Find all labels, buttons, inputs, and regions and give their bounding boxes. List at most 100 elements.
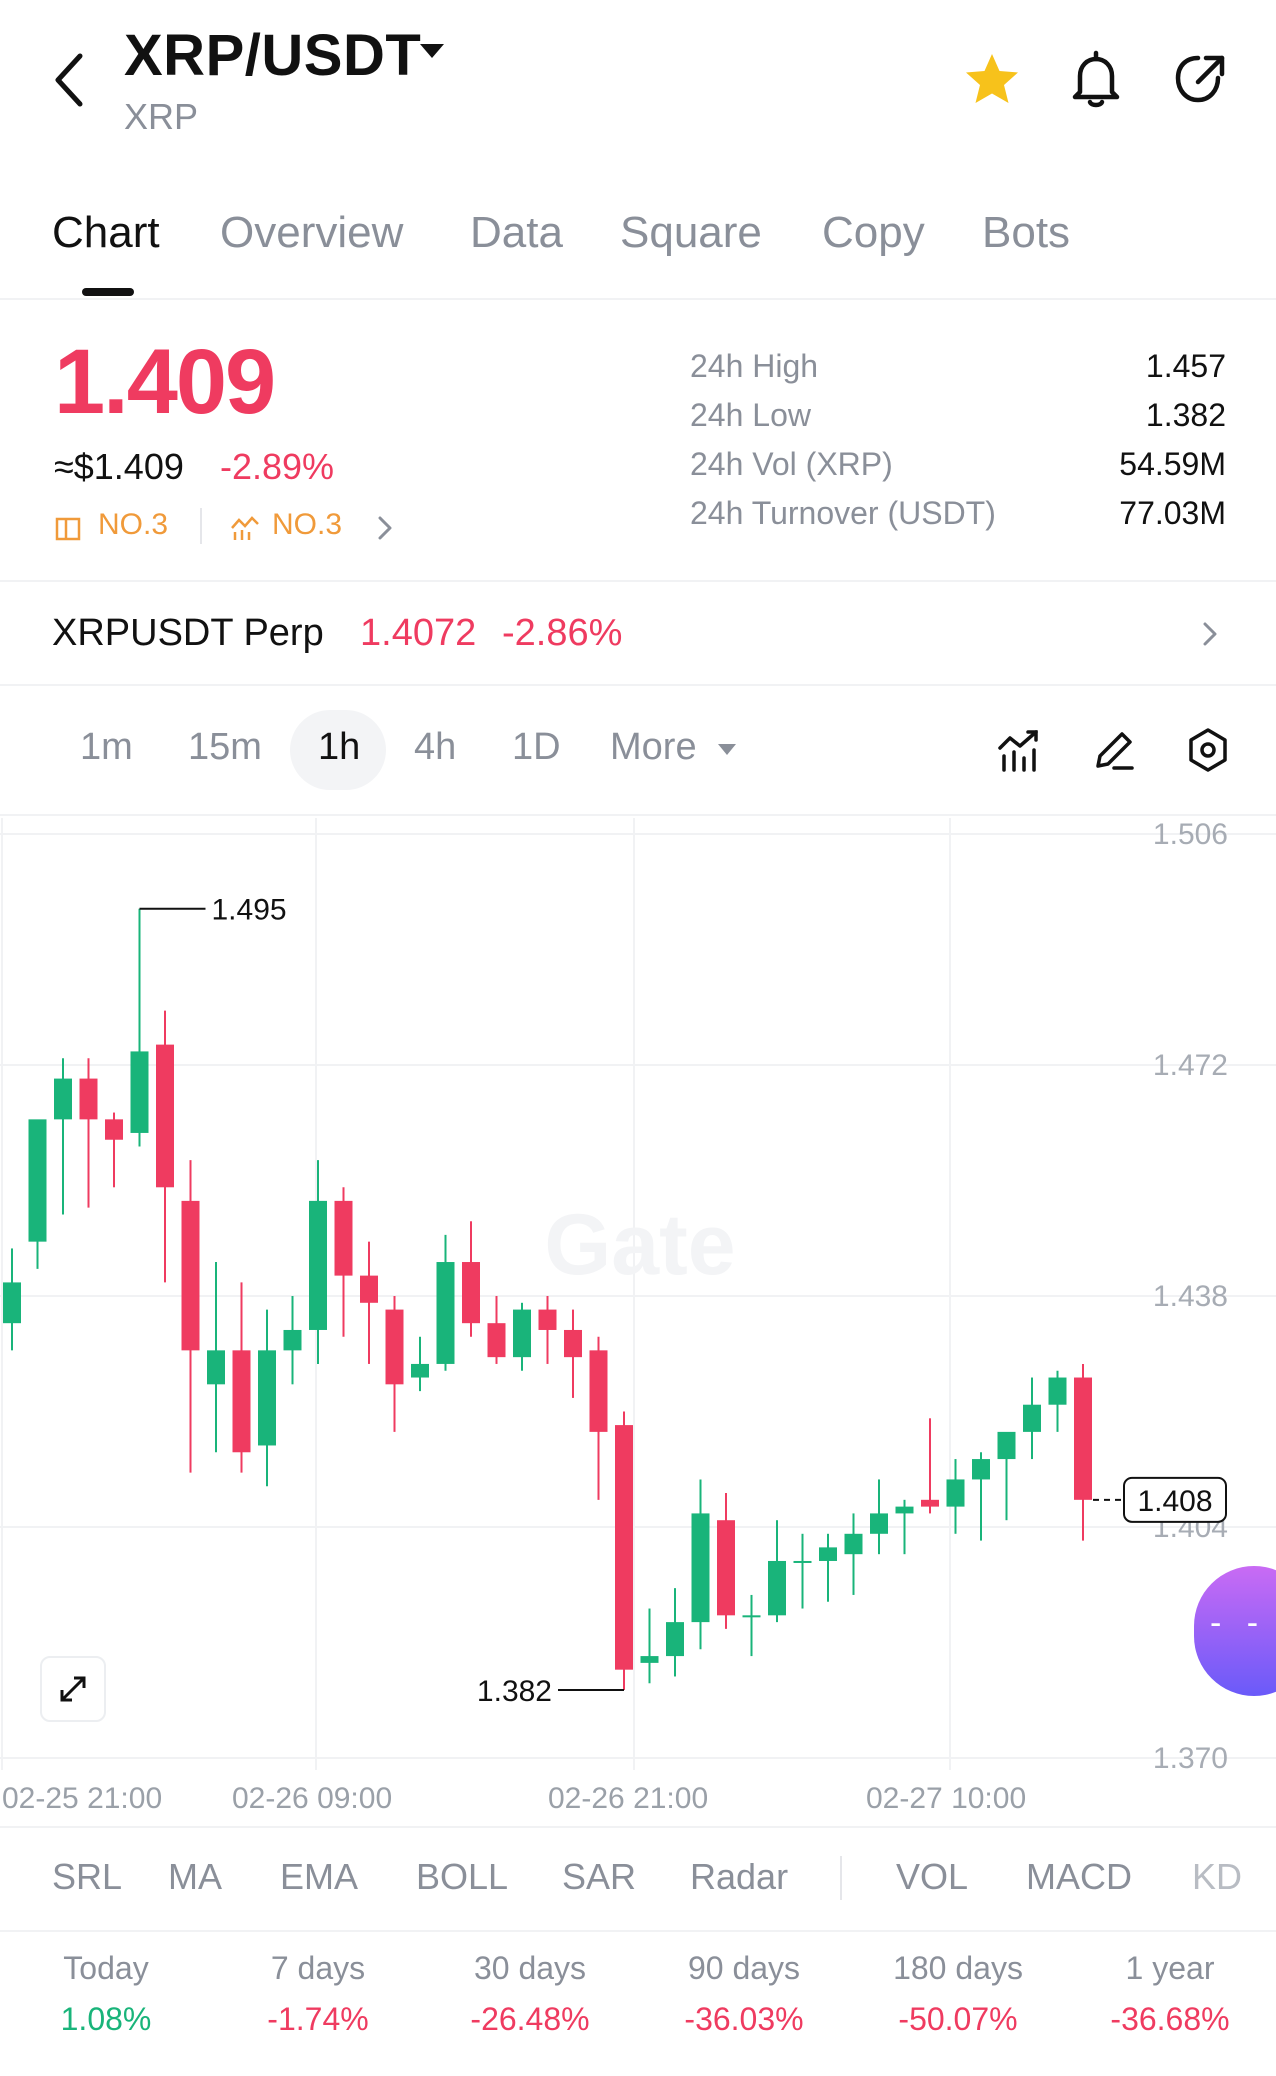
indicator-chart-icon[interactable] [996,726,1044,774]
bell-icon[interactable] [1064,48,1128,112]
candle-body [589,1350,608,1432]
chevron-right-icon[interactable] [1196,614,1224,654]
candle-body [666,1622,684,1657]
stat-high-label: 24h High [690,348,819,384]
indicator-vol[interactable]: VOL [896,1856,969,1897]
candle-body [538,1309,557,1330]
divider [0,684,1276,686]
perf-label: 180 days [893,1950,1023,1986]
indicator-macd[interactable]: MACD [1026,1856,1132,1897]
candle-body [258,1350,276,1446]
stat-turnover-label: 24h Turnover (USDT) [690,495,996,531]
indicator-ema[interactable]: EMA [280,1856,359,1897]
candle-body [436,1262,455,1364]
chevron-right-icon[interactable] [370,510,400,546]
interval-1h[interactable]: 1h [318,726,361,768]
interval-1m[interactable]: 1m [80,726,133,768]
perp-price: 1.4072 [360,612,477,654]
star-icon[interactable] [960,48,1024,112]
fullscreen-button[interactable] [40,1656,106,1722]
candle-body [1074,1377,1092,1500]
perf-value: -36.68% [1110,2001,1230,2037]
y-tick-label: 1.370 [1153,1742,1228,1770]
divider [0,1930,1276,1932]
indicator-ma[interactable]: MA [168,1856,222,1897]
indicator-radar[interactable]: Radar [690,1856,789,1897]
tab-copy[interactable]: Copy [822,208,925,257]
candle-body [130,1051,149,1133]
last-price: 1.409 [54,331,276,433]
candle-body [844,1533,863,1555]
indicator-kd[interactable]: KD [1192,1856,1243,1897]
main-tabs: Chart Overview Data Square Copy Bots [0,200,1276,296]
tab-square[interactable]: Square [620,208,762,257]
perf-value: -26.48% [470,2001,590,2037]
candle-body [156,1044,174,1188]
tab-data[interactable]: Data [470,208,563,257]
candle-body [564,1329,582,1358]
candle-body [411,1363,429,1378]
candle-body [232,1350,251,1453]
share-icon[interactable] [1168,48,1232,112]
tab-chart[interactable]: Chart [52,208,160,257]
perf-value: 1.08% [60,2001,152,2037]
x-tick: 02-25 21:00 [2,1782,163,1815]
interval-1d[interactable]: 1D [512,726,561,768]
perp-name[interactable]: XRPUSDT Perp [52,612,324,654]
candlestick-chart[interactable]: 1.5061.4721.4381.4041.370Gate1.4951.3821… [0,818,1276,1770]
pair-dropdown-caret-icon[interactable] [420,44,444,58]
indicator-srl[interactable]: SRL [52,1856,123,1897]
candle-body [921,1499,939,1507]
candle-body [3,1282,21,1324]
settings-icon[interactable] [1184,726,1232,774]
low-marker-label: 1.382 [477,1675,552,1708]
candle-body [895,1506,914,1514]
pair-subtitle: XRP [124,96,199,137]
perf-7d: 7 days -1.74% [212,1950,424,2038]
perf-value: -1.74% [267,2001,369,2037]
stat-high-value: 1.457 [1145,348,1226,384]
interval-4h[interactable]: 4h [414,726,457,768]
candle-body [615,1425,633,1670]
y-tick-label: 1.438 [1153,1280,1228,1313]
candle-body [207,1350,225,1385]
interval-more[interactable]: More [610,726,697,768]
draw-pencil-icon[interactable] [1090,726,1138,774]
rank-badge-2[interactable]: NO.3 [272,508,343,541]
active-tab-indicator [82,288,134,296]
tab-bots[interactable]: Bots [982,208,1071,257]
rank-list-icon [55,517,81,541]
candle-body [487,1323,506,1358]
candle-body [946,1479,965,1507]
more-caret-icon[interactable] [718,744,736,755]
rank-divider [200,508,202,544]
candle-body [819,1547,837,1561]
candle-body [28,1119,47,1242]
candle-body [640,1656,659,1663]
indicator-sar[interactable]: SAR [562,1856,637,1897]
candle-body [742,1615,761,1618]
rank-badge-1[interactable]: NO.3 [98,508,169,541]
stat-low-label: 24h Low [690,397,811,433]
floating-assistant-button[interactable] [1194,1566,1276,1696]
candle-body [793,1560,812,1563]
stat-low-value: 1.382 [1145,397,1226,433]
perf-value: -50.07% [898,2001,1018,2037]
perp-change: -2.86% [502,612,623,654]
tab-overview[interactable]: Overview [220,208,404,257]
perf-label: 7 days [270,1950,366,1986]
candle-body [768,1560,786,1616]
stat-vol-label: 24h Vol (XRP) [690,446,893,482]
perf-value: -36.03% [684,2001,804,2037]
candle-body [1048,1377,1067,1405]
candle-body [1023,1404,1041,1432]
stat-vol-value: 54.59M [1119,446,1226,482]
interval-15m[interactable]: 15m [188,726,262,768]
back-arrow-icon[interactable] [50,50,90,110]
candle-body [334,1200,353,1276]
candle-body [181,1200,200,1351]
current-price-label: 1.408 [1137,1485,1212,1518]
indicator-boll[interactable]: BOLL [416,1856,509,1897]
pair-title[interactable]: XRP/USDT [124,23,422,88]
perf-90d: 90 days -36.03% [638,1950,850,2038]
